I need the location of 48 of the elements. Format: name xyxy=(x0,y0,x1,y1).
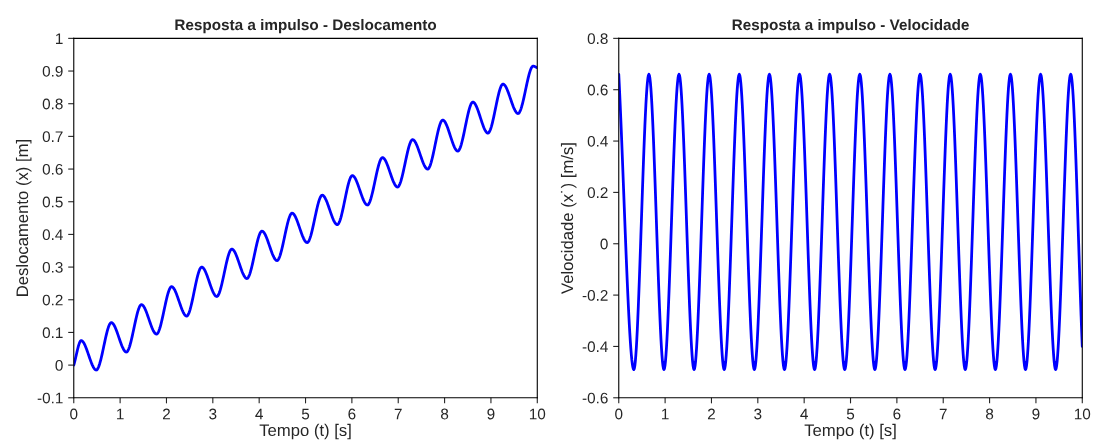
x-tick-label: 9 xyxy=(1032,408,1040,420)
y-tick-label: 0.8 xyxy=(587,33,608,45)
y-tick-label: 0.3 xyxy=(42,261,63,273)
y-tick-label: 1 xyxy=(56,33,63,44)
y-tick-label: 0.5 xyxy=(42,196,63,208)
x-tick-label: 5 xyxy=(846,408,855,420)
x-tick-label: 5 xyxy=(301,408,310,420)
y-tick-label: 0.1 xyxy=(42,327,63,339)
x-tick-label: 4 xyxy=(255,408,263,420)
x-tick-label: 0 xyxy=(70,408,78,420)
y-tick-label: 0.2 xyxy=(42,294,63,306)
chart-title: Resposta a impulso - Velocidade xyxy=(732,18,969,34)
y-tick-label: 0.4 xyxy=(42,229,63,241)
y-tick-label: -0.1 xyxy=(37,392,63,404)
x-tick-label: 7 xyxy=(394,408,402,420)
x-tick-label: 10 xyxy=(1074,408,1091,420)
y-tick-label: 0.7 xyxy=(42,131,63,143)
y-axis-title: Velocidade (x˙) [m/s] xyxy=(560,143,577,294)
y-tick-label: 0.2 xyxy=(587,187,608,199)
y-tick-label: -0.6 xyxy=(582,392,608,404)
x-tick-label: 2 xyxy=(707,408,715,420)
x-tick-label: 8 xyxy=(441,408,449,420)
x-tick-label: 3 xyxy=(209,408,217,420)
x-tick-label: 10 xyxy=(529,408,546,420)
x-tick-label: 1 xyxy=(117,408,124,420)
y-tick-label: 0.6 xyxy=(42,163,63,175)
x-tick-label: 4 xyxy=(800,408,808,420)
x-tick-label: 3 xyxy=(754,408,762,420)
y-tick-label: 0 xyxy=(600,238,608,250)
x-tick-label: 8 xyxy=(985,408,994,420)
y-tick-label: 0.4 xyxy=(587,135,608,147)
y-tick-label: -0.4 xyxy=(582,341,608,353)
y-tick-label: 0.9 xyxy=(42,65,63,77)
x-tick-label: 6 xyxy=(893,408,901,420)
x-tick-label: 9 xyxy=(487,408,495,420)
x-axis-title: Tempo (t) [s] xyxy=(259,423,351,440)
x-tick-label: 0 xyxy=(615,408,623,420)
x-tick-label: 7 xyxy=(939,408,947,420)
x-tick-label: 1 xyxy=(662,408,669,420)
x-tick-label: 2 xyxy=(162,408,170,420)
y-tick-label: 0.6 xyxy=(587,84,608,96)
y-tick-label: 0 xyxy=(55,359,63,371)
chart-title: Resposta a impulso - Deslocamento xyxy=(175,18,437,34)
x-axis-title: Tempo (t) [s] xyxy=(804,423,896,440)
y-axis-title: Deslocamento (x) [m] xyxy=(15,140,32,296)
y-tick-label: -0.2 xyxy=(582,289,608,301)
y-tick-label: 0.8 xyxy=(42,98,63,110)
x-tick-label: 6 xyxy=(348,408,356,420)
